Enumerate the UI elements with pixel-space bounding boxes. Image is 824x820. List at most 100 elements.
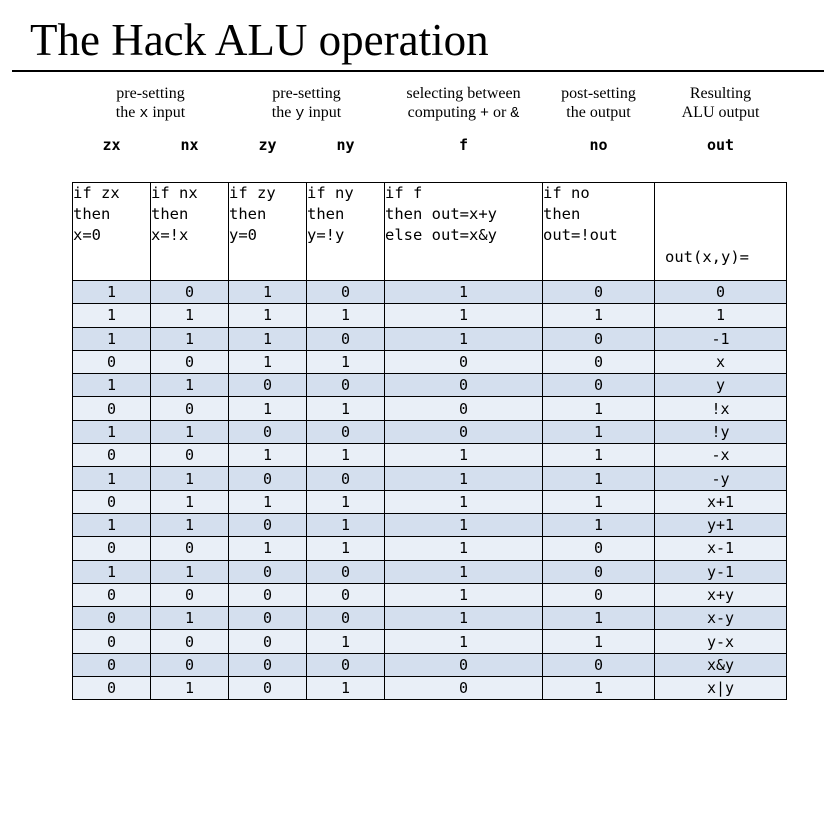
table-cell-zy: 0: [228, 559, 307, 584]
table-cell-no: 1: [542, 606, 655, 631]
table-row: 1 1 0 1 1 1 y+1: [72, 512, 787, 538]
table-cell-zx: 1: [72, 512, 151, 538]
table-cell-nx: 0: [150, 279, 229, 305]
table-cell-nx: 0: [150, 443, 229, 468]
table-cell-no: 0: [542, 373, 655, 398]
table-cell-zx: 1: [72, 373, 151, 398]
table-cell-f: 0: [384, 419, 543, 445]
table-cell-zy: 0: [228, 466, 307, 491]
table-cell-no: 1: [542, 512, 655, 538]
table-cell-zy: 1: [228, 443, 307, 468]
title-divider: [12, 70, 824, 72]
table-cell-f: 1: [384, 629, 543, 654]
table-cell-zx: 1: [72, 326, 151, 351]
table-cell-out: !x: [654, 396, 787, 421]
table-cell-f: 0: [384, 652, 543, 678]
table-row: 0 0 0 1 1 1 y-x: [72, 629, 787, 654]
table-cell-out: y-x: [654, 629, 787, 654]
table-cell-ny: 0: [306, 582, 385, 608]
table-cell-nx: 1: [150, 676, 229, 701]
table-cell-zy: 1: [228, 326, 307, 351]
table-cell-zy: 0: [228, 419, 307, 445]
table-cell-zx: 0: [72, 536, 151, 561]
table-cell-zy: 0: [228, 652, 307, 678]
table-cell-ny: 0: [306, 466, 385, 491]
table-cell-zx: 0: [72, 652, 151, 678]
table-cell-no: 1: [542, 676, 655, 701]
table-cell-out: x-y: [654, 606, 787, 631]
column-header: f: [458, 136, 469, 154]
table-cell-out: !y: [654, 419, 787, 445]
table-cell-nx: 0: [150, 582, 229, 608]
table-cell-out: y: [654, 373, 787, 398]
table-cell-out: x+y: [654, 582, 787, 608]
table-cell-nx: 1: [150, 419, 229, 445]
table-cell-zx: 0: [72, 349, 151, 375]
table-cell-ny: 0: [306, 419, 385, 445]
table-cell-f: 1: [384, 326, 543, 351]
table-cell-out: y-1: [654, 559, 787, 584]
table-cell-zx: 0: [72, 629, 151, 654]
table-row: 0 0 1 1 0 1 !x: [72, 396, 787, 421]
table-cell-out: x+1: [654, 489, 787, 514]
table-cell-out: -y: [654, 466, 787, 491]
table-cell-f: 0: [384, 373, 543, 398]
table-cell-no: 1: [542, 303, 655, 328]
table-row: 1 1 0 0 0 1 !y: [72, 419, 787, 445]
table-cell-zx: 0: [72, 582, 151, 608]
table-cell-zy: 0: [228, 582, 307, 608]
table-cell-f: 1: [384, 303, 543, 328]
table-cell-no: 0: [542, 279, 655, 305]
table-cell-f: 1: [384, 489, 543, 514]
table-cell-ny: 1: [306, 512, 385, 538]
table-cell-nx: 1: [150, 373, 229, 398]
table-cell-nx: 1: [150, 489, 229, 514]
table-cell-ny: 1: [306, 443, 385, 468]
table-cell-out: -x: [654, 443, 787, 468]
table-cell-ny: 0: [306, 652, 385, 678]
table-cell-zx: 1: [72, 559, 151, 584]
description-cell: if zx then x=0: [72, 182, 151, 281]
table-cell-f: 0: [384, 349, 543, 375]
table-cell-out: x&y: [654, 652, 787, 678]
table-cell-zx: 1: [72, 419, 151, 445]
table-cell-out: 1: [654, 303, 787, 328]
table-cell-no: 1: [542, 629, 655, 654]
table-cell-nx: 1: [150, 512, 229, 538]
table-cell-ny: 0: [306, 373, 385, 398]
table-cell-nx: 0: [150, 629, 229, 654]
table-cell-no: 1: [542, 489, 655, 514]
table-cell-zy: 1: [228, 349, 307, 375]
table-cell-out: y+1: [654, 512, 787, 538]
group-x-input: pre-setting the x input: [115, 85, 186, 122]
table-cell-ny: 0: [306, 559, 385, 584]
table-row: 0 1 1 1 1 1 x+1: [72, 489, 787, 514]
table-cell-out: -1: [654, 326, 787, 351]
group-output-postset: post-setting the output: [561, 85, 636, 121]
column-header: no: [589, 136, 608, 154]
table-cell-zy: 1: [228, 279, 307, 305]
column-header: zy: [258, 136, 277, 154]
table-cell-nx: 1: [150, 559, 229, 584]
description-cell: if ny then y=!y: [306, 182, 385, 281]
table-cell-ny: 1: [306, 349, 385, 375]
table-cell-no: 1: [542, 396, 655, 421]
table-cell-f: 1: [384, 512, 543, 538]
table-cell-nx: 0: [150, 536, 229, 561]
table-cell-nx: 0: [150, 396, 229, 421]
table-cell-zy: 0: [228, 676, 307, 701]
table-cell-f: 1: [384, 582, 543, 608]
table-cell-ny: 1: [306, 396, 385, 421]
table-row: 0 0 0 0 0 0 x&y: [72, 652, 787, 678]
table-cell-ny: 1: [306, 489, 385, 514]
table-cell-zy: 1: [228, 303, 307, 328]
description-cell: out(x,y)=: [654, 182, 787, 281]
table-cell-zy: 0: [228, 629, 307, 654]
table-cell-f: 1: [384, 536, 543, 561]
table-cell-ny: 0: [306, 279, 385, 305]
table-row: 1 1 0 0 1 0 y-1: [72, 559, 787, 584]
